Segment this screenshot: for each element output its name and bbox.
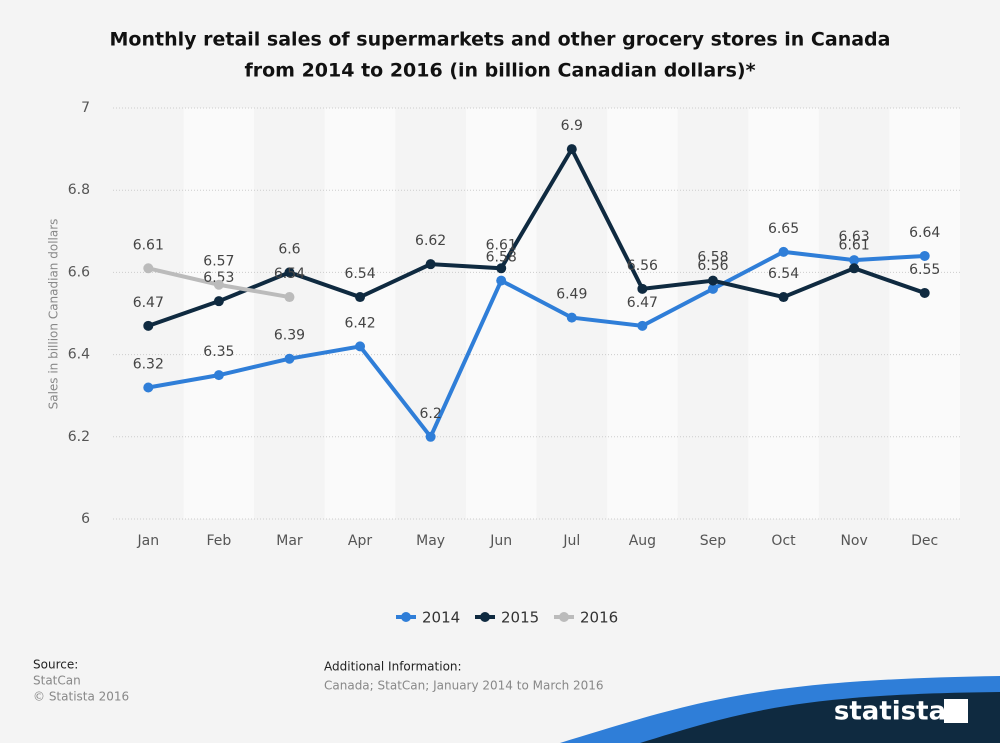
value-label: 6.58 (697, 250, 728, 266)
x-tick-label: Jul (562, 533, 580, 549)
column-band (465, 108, 537, 519)
value-label: 6.63 (839, 229, 870, 245)
info: Canada; StatCan; January 2014 to March 2… (324, 679, 604, 693)
point (707, 275, 718, 286)
value-label: 6.57 (203, 254, 234, 270)
value-label: 6.2 (419, 406, 441, 422)
series-line (147, 249, 925, 441)
point (284, 267, 295, 278)
y-tick-label: 6 (81, 511, 90, 527)
value-label: 6.9 (561, 118, 583, 134)
x-tick-label: Mar (276, 533, 303, 549)
point (284, 292, 295, 303)
y-tick-label: 6.6 (68, 264, 90, 280)
y-tick-label: 6.2 (68, 429, 90, 445)
value-label: 6.35 (203, 344, 234, 360)
value-label: 6.54 (344, 266, 375, 282)
point (213, 296, 224, 307)
column-band (889, 108, 960, 519)
y-tick-label: 7 (81, 100, 90, 116)
value-label: 6.39 (274, 328, 305, 344)
point (355, 341, 366, 352)
column-band (183, 108, 255, 519)
x-tick-label: Oct (771, 533, 796, 549)
copyright: © Statista 2016 (33, 690, 129, 704)
legend-marker (559, 612, 569, 622)
value-label: 6.62 (415, 233, 446, 249)
point (778, 246, 789, 257)
plot-background (183, 108, 960, 519)
legend-label: 2016 (580, 609, 618, 627)
y-tick-label: 6.4 (68, 347, 90, 363)
legend-marker (480, 612, 490, 622)
column-band (324, 108, 396, 519)
value-label: 6.6 (278, 241, 300, 257)
x-tick-label: Jan (136, 533, 159, 549)
legend-label: 2014 (422, 609, 460, 627)
point (284, 353, 295, 364)
info-label: Additional Information: (324, 660, 462, 674)
value-label: 6.55 (909, 262, 940, 278)
point (425, 259, 436, 270)
point (566, 312, 577, 323)
series-line (147, 144, 926, 328)
point (496, 263, 507, 274)
point (213, 279, 224, 290)
point (778, 292, 789, 303)
value-label: 6.56 (697, 258, 728, 274)
point (143, 263, 154, 274)
point (496, 275, 507, 286)
point (637, 283, 648, 294)
legend-marker (401, 612, 411, 622)
x-tick-label: Aug (629, 533, 656, 549)
brand: statista (834, 697, 946, 727)
value-label: 6.61 (133, 237, 164, 253)
x-tick-label: Apr (348, 533, 372, 549)
value-label: 6.47 (133, 295, 164, 311)
value-label: 6.53 (203, 270, 234, 286)
point (143, 320, 154, 331)
point (707, 283, 718, 294)
value-label: 6.42 (344, 315, 375, 331)
source: StatCan (33, 674, 81, 688)
x-tick-label: Dec (911, 533, 938, 549)
value-label: 6.54 (274, 266, 305, 282)
y-tick-label: 6.8 (68, 182, 90, 198)
value-label: 6.61 (486, 237, 517, 253)
point (355, 292, 366, 303)
point (213, 370, 224, 381)
chart-title: Monthly retail sales of supermarkets and… (110, 29, 891, 51)
point (566, 144, 577, 155)
point (919, 287, 930, 298)
point (849, 263, 860, 274)
point (637, 320, 648, 331)
point (143, 382, 154, 393)
value-label: 6.54 (768, 266, 799, 282)
x-tick-label: May (416, 533, 445, 549)
value-label: 6.65 (768, 221, 799, 237)
value-label: 6.58 (486, 250, 517, 266)
footer-wave-dark (640, 692, 1000, 743)
legend-label: 2015 (501, 609, 539, 627)
value-label: 6.64 (909, 225, 940, 241)
value-label: 6.47 (627, 295, 658, 311)
value-label: 6.61 (839, 237, 870, 253)
point (425, 431, 436, 442)
value-label: 6.49 (556, 287, 587, 303)
column-band (748, 108, 819, 519)
value-label: 6.56 (627, 258, 658, 274)
y-axis-label: Sales in billion Canadian dollars (47, 219, 61, 410)
point (919, 250, 930, 261)
chart-subtitle: from 2014 to 2016 (in billion Canadian d… (244, 60, 755, 82)
x-tick-label: Nov (840, 533, 867, 549)
x-tick-label: Jun (489, 533, 512, 549)
value-label: 6.32 (133, 356, 164, 372)
x-tick-label: Sep (700, 533, 727, 549)
brand-icon (944, 699, 968, 723)
x-tick-label: Feb (206, 533, 231, 549)
point (849, 255, 860, 266)
source-label: Source: (33, 658, 78, 672)
